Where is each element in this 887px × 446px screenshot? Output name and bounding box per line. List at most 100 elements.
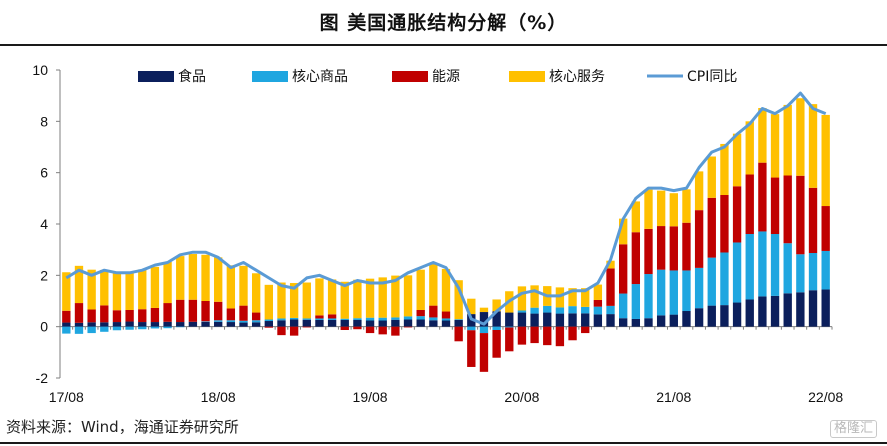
bar-food [226,322,236,327]
bar-core_services [745,121,754,175]
bar-food [365,320,375,327]
bar-energy [302,326,311,328]
bar-core_goods [745,234,754,300]
bar-food [745,299,754,327]
bar-energy [758,162,767,232]
bar-food [568,313,577,327]
bar-core_services [100,269,109,306]
bar-core_services [732,133,742,187]
bar-core_services [808,104,818,188]
bar-food [581,313,590,327]
bar-energy [251,312,261,321]
bar-core_services [707,156,716,198]
bar-core_services [682,189,691,223]
bar-food [87,322,96,327]
bar-core_services [125,272,134,310]
bar-food [669,314,678,327]
bar-energy [593,299,603,307]
bar-core_goods [467,326,476,331]
chart-title: 图 美国通胀结构分解（%） [319,12,568,34]
bar-energy [340,326,349,331]
bar-core_services [758,107,767,163]
bar-core_goods [201,321,210,322]
bar-core_services [226,265,236,309]
bar-food [441,320,451,327]
legend: 食品 核心商品 能源 核心服务 CPI同比 [138,68,737,85]
bar-energy [74,303,84,323]
bar-food [188,321,198,327]
bar-core_services [62,272,71,311]
bar-energy [378,326,387,335]
bar-core_goods [150,326,160,329]
bar-core_services [188,254,198,300]
bar-core_goods [530,307,539,314]
bar-core_goods [226,320,236,323]
bar-core_services [163,261,172,304]
bar-food [783,293,792,327]
cpi-line-layer [65,91,827,326]
bar-core_goods [517,310,527,313]
x-tick-label: 21/08 [656,389,691,405]
bar-energy [543,326,552,346]
x-tick-label: 20/08 [504,389,539,405]
bar-energy [188,299,198,322]
bar-energy [783,175,792,244]
bar-core_services [201,254,210,301]
bar-food [176,322,185,327]
bar-food [100,322,109,327]
legend-swatch-energy [392,71,428,82]
bar-core_services [492,299,501,312]
bar-energy [264,326,273,328]
bar-food [302,319,311,327]
bar-core_services [239,265,248,306]
bar-core_goods [378,317,387,321]
x-tick-label: 22/08 [808,389,843,405]
bar-energy [694,210,704,268]
bar-core_services [467,298,476,315]
bar-core_goods [581,306,590,314]
x-tick-label: 17/08 [49,389,84,405]
bar-core_goods [720,252,729,306]
legend-swatch-core_goods [252,71,288,82]
bar-energy [62,310,71,323]
bar-food [62,322,71,327]
bar-core_goods [277,318,286,321]
bar-food [112,322,122,327]
bars-layer [62,98,830,372]
bar-core_services [555,287,565,308]
bar-food [808,290,818,327]
bar-energy [644,228,653,275]
bar-energy [214,301,223,321]
y-tick-label: 10 [32,62,48,78]
bar-core_goods [783,243,792,294]
bar-core_services [581,288,590,307]
bar-core_goods [125,326,134,330]
bar-food [606,314,615,327]
bar-core_services [251,273,261,313]
bar-core_services [416,269,425,310]
bar-core_services [150,266,160,308]
bar-food [821,289,830,327]
bar-food [264,321,273,327]
bar-core_goods [619,293,628,319]
bar-food [163,321,172,327]
bar-food [479,312,489,327]
bar-energy [163,303,172,322]
bar-core_goods [606,305,615,315]
bar-core_services [429,263,438,306]
bar-food [391,319,400,327]
bar-core_goods [492,326,501,331]
bar-core_services [606,260,615,269]
bar-energy [441,311,451,319]
bar-core_goods [821,250,830,290]
bar-core_goods [340,318,349,320]
bar-core_goods [796,254,805,293]
bar-food [543,312,552,327]
bar-energy [732,186,742,243]
bar-food [555,313,565,327]
bar-energy [327,314,337,319]
bar-core_goods [758,231,767,297]
bar-core_services [517,286,527,311]
bar-energy [403,326,413,328]
